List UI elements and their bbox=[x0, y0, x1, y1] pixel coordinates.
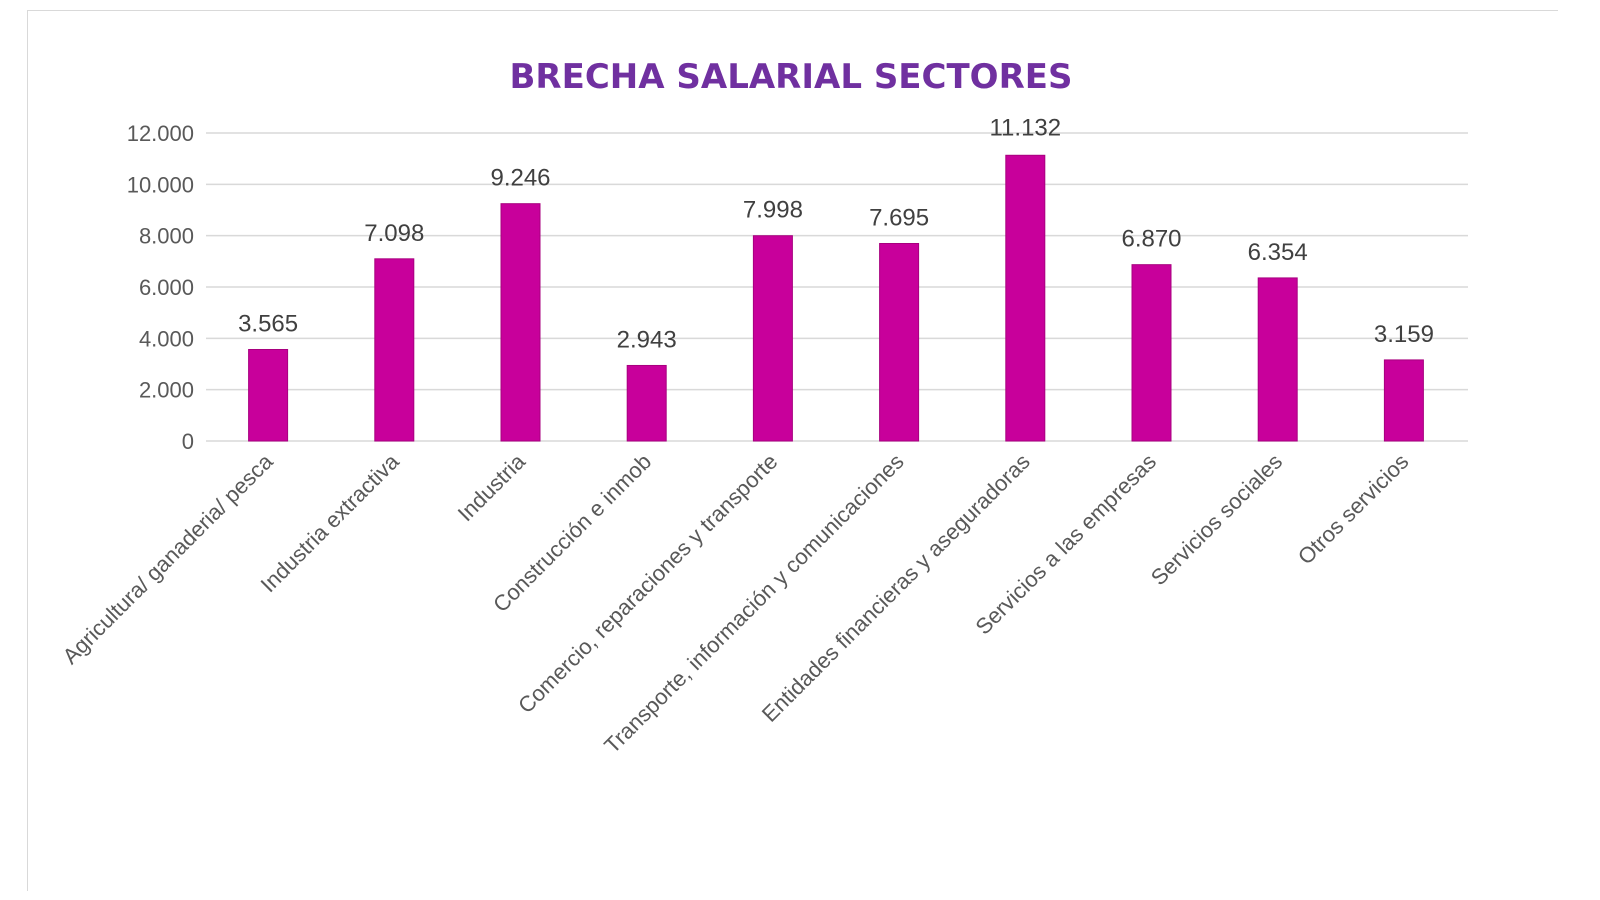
data-label: 2.943 bbox=[617, 326, 677, 353]
bar bbox=[500, 203, 541, 442]
chart-area: BRECHA SALARIAL SECTORES 0 2.000 4.000 6.00… bbox=[27, 10, 1558, 891]
data-label: 6.354 bbox=[1248, 239, 1308, 266]
bar bbox=[626, 364, 667, 442]
y-tick-label: 10.000 bbox=[127, 172, 194, 197]
x-category-label: Agricultura/ ganaderia/ pesca bbox=[58, 448, 279, 669]
y-tick-label: 12.000 bbox=[127, 121, 194, 146]
bar bbox=[879, 242, 920, 442]
y-tick-label: 4.000 bbox=[139, 326, 194, 351]
data-label: 3.159 bbox=[1374, 321, 1434, 348]
bar bbox=[374, 258, 415, 442]
chart-title: BRECHA SALARIAL SECTORES bbox=[510, 57, 1073, 97]
data-label: 3.565 bbox=[238, 310, 298, 337]
data-label: 11.132 bbox=[989, 114, 1061, 141]
y-tick-label: 8.000 bbox=[139, 224, 194, 249]
bar bbox=[752, 235, 793, 442]
data-label: 6.870 bbox=[1121, 226, 1181, 253]
data-label: 7.098 bbox=[364, 220, 424, 247]
x-category-label: Entidades financieras y aseguradoras bbox=[757, 449, 1035, 727]
y-tick-label: 6.000 bbox=[139, 275, 194, 300]
bar bbox=[1005, 154, 1046, 442]
data-label: 7.695 bbox=[869, 204, 929, 231]
x-category-label: Comercio, reparaciones y transporte bbox=[513, 449, 782, 718]
bar bbox=[1383, 359, 1424, 442]
x-category-label: Servicios sociales bbox=[1146, 449, 1287, 590]
data-label: 9.246 bbox=[490, 165, 550, 192]
x-category-label: Otros servicios bbox=[1293, 449, 1414, 570]
y-tick-label: 0 bbox=[182, 429, 194, 454]
bar bbox=[1131, 264, 1172, 442]
data-label: 7.998 bbox=[743, 197, 803, 224]
x-category-label: Industria bbox=[453, 448, 531, 526]
bar bbox=[248, 348, 289, 442]
bar-chart: BRECHA SALARIAL SECTORES 0 2.000 4.000 6.00… bbox=[58, 57, 1468, 758]
x-category-label: Industria extractiva bbox=[256, 448, 405, 597]
y-tick-label: 2.000 bbox=[139, 378, 194, 403]
bar bbox=[1257, 277, 1298, 442]
